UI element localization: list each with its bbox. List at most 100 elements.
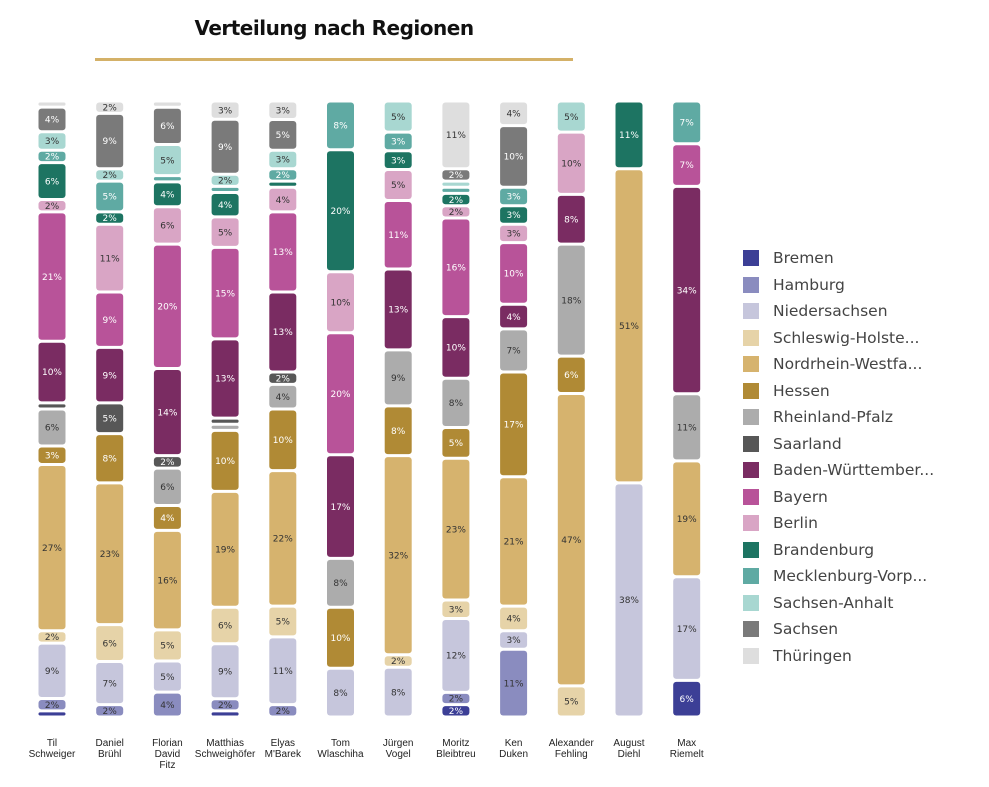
bar-segment	[211, 340, 239, 417]
bar-segment	[500, 650, 528, 716]
data-label: 5%	[160, 156, 175, 166]
bar-segment	[500, 188, 528, 205]
bar-segment	[211, 419, 239, 423]
data-label: 20%	[330, 390, 350, 400]
data-label: 3%	[391, 156, 406, 166]
category-label: David	[155, 749, 181, 760]
data-label: 3%	[45, 451, 60, 461]
category-label: Tom	[331, 738, 350, 749]
legend-swatch	[743, 541, 759, 558]
bar-segment	[269, 385, 297, 408]
bar-segment	[557, 357, 585, 392]
data-label: 13%	[215, 375, 235, 385]
bar-11: 38% 51% 11%	[615, 102, 643, 716]
data-label: 11%	[446, 131, 466, 141]
data-label: 7%	[680, 119, 695, 129]
data-label: 2%	[103, 214, 118, 224]
bar-segment	[327, 273, 354, 332]
bar-segment	[442, 170, 470, 180]
bar-segment	[211, 712, 239, 716]
data-label: 2%	[45, 153, 60, 163]
data-label: 2%	[160, 458, 175, 468]
category-label: Elyas	[271, 738, 295, 749]
data-label: 38%	[619, 596, 639, 606]
bar-segment	[384, 170, 412, 200]
legend-label: Saarland	[773, 434, 842, 453]
legend-item: Niedersachsen	[743, 298, 934, 325]
data-label: 10%	[42, 368, 62, 378]
data-label: 6%	[160, 222, 175, 232]
data-label: 23%	[446, 525, 466, 535]
legend-item: Nordrhein-Westfa...	[743, 351, 934, 378]
data-label: 20%	[330, 207, 350, 217]
bar-segment	[500, 632, 528, 648]
data-label: 8%	[449, 399, 464, 409]
bar-segment	[384, 457, 412, 654]
legend-swatch	[743, 435, 759, 452]
data-label: 9%	[218, 143, 233, 153]
category-label: Bleibtreu	[436, 749, 475, 760]
data-label: 2%	[45, 701, 60, 711]
bar-3: 4% 5% 5% 16% 4% 6% 2% 14% 20% 6% 4% 5% 6%	[153, 102, 181, 716]
category-label: Max	[677, 738, 696, 749]
legend-label: Schleswig-Holste...	[773, 328, 920, 347]
data-label: 5%	[564, 113, 579, 123]
bar-segment	[38, 108, 66, 131]
bar-segment	[38, 404, 66, 408]
bar-segment	[38, 342, 66, 402]
data-label: 34%	[677, 286, 697, 296]
category-label: Fehling	[555, 749, 588, 760]
data-label: 21%	[504, 538, 524, 548]
bar-segment	[442, 102, 470, 168]
data-label: 2%	[103, 103, 118, 113]
category-label: Matthias	[206, 738, 244, 749]
bar-segment	[327, 608, 354, 667]
category-label: Riemelt	[670, 749, 704, 760]
bar-segment	[500, 244, 528, 303]
data-label: 2%	[449, 171, 464, 181]
bar-segment	[442, 459, 470, 599]
bar-segment	[615, 170, 643, 482]
bar-segment	[269, 293, 297, 371]
bar-segment	[153, 457, 181, 467]
data-label: 6%	[45, 424, 60, 434]
bar-segment	[615, 484, 643, 716]
legend-swatch	[743, 382, 759, 399]
category-label: Schweiger	[29, 749, 76, 760]
data-label: 3%	[276, 106, 291, 116]
data-label: 9%	[45, 667, 60, 677]
bar-segment	[442, 706, 470, 716]
bar-segment	[96, 626, 124, 661]
data-label: 13%	[273, 328, 293, 338]
bar-segment	[96, 102, 124, 112]
data-label: 2%	[449, 695, 464, 705]
data-label: 5%	[564, 698, 579, 708]
legend-item: Brandenburg	[743, 537, 934, 564]
bar-segment	[38, 201, 66, 211]
data-label: 4%	[506, 313, 521, 323]
bar-segment	[557, 102, 585, 131]
data-label: 16%	[446, 264, 466, 274]
data-label: 3%	[506, 636, 521, 646]
bar-segment	[38, 465, 66, 630]
bar-8: 2% 2% 12% 3% 23% 5% 8% 10% 16% 2% 2% 2% 11%	[442, 102, 470, 717]
data-label: 19%	[215, 545, 235, 555]
data-label: 8%	[391, 688, 406, 698]
data-label: 2%	[449, 196, 464, 206]
bar-segment	[153, 102, 181, 106]
bar-2: 2% 7% 6% 23% 8% 5% 9% 9% 11% 2% 5% 2% 9% 2%	[96, 102, 124, 717]
data-label: 11%	[100, 254, 120, 264]
bar-segment	[269, 102, 297, 118]
data-label: 5%	[276, 618, 291, 628]
legend-label: Mecklenburg-Vorp...	[773, 567, 928, 586]
data-label: 16%	[157, 576, 177, 586]
data-label: 2%	[45, 202, 60, 212]
data-label: 11%	[677, 423, 697, 433]
legend-label: Rheinland-Pfalz	[773, 408, 894, 427]
data-label: 2%	[449, 208, 464, 218]
bar-segment	[442, 601, 470, 617]
data-label: 4%	[506, 110, 521, 120]
data-label: 6%	[680, 695, 695, 705]
bar-segment	[38, 164, 66, 199]
data-label: 8%	[333, 579, 348, 589]
